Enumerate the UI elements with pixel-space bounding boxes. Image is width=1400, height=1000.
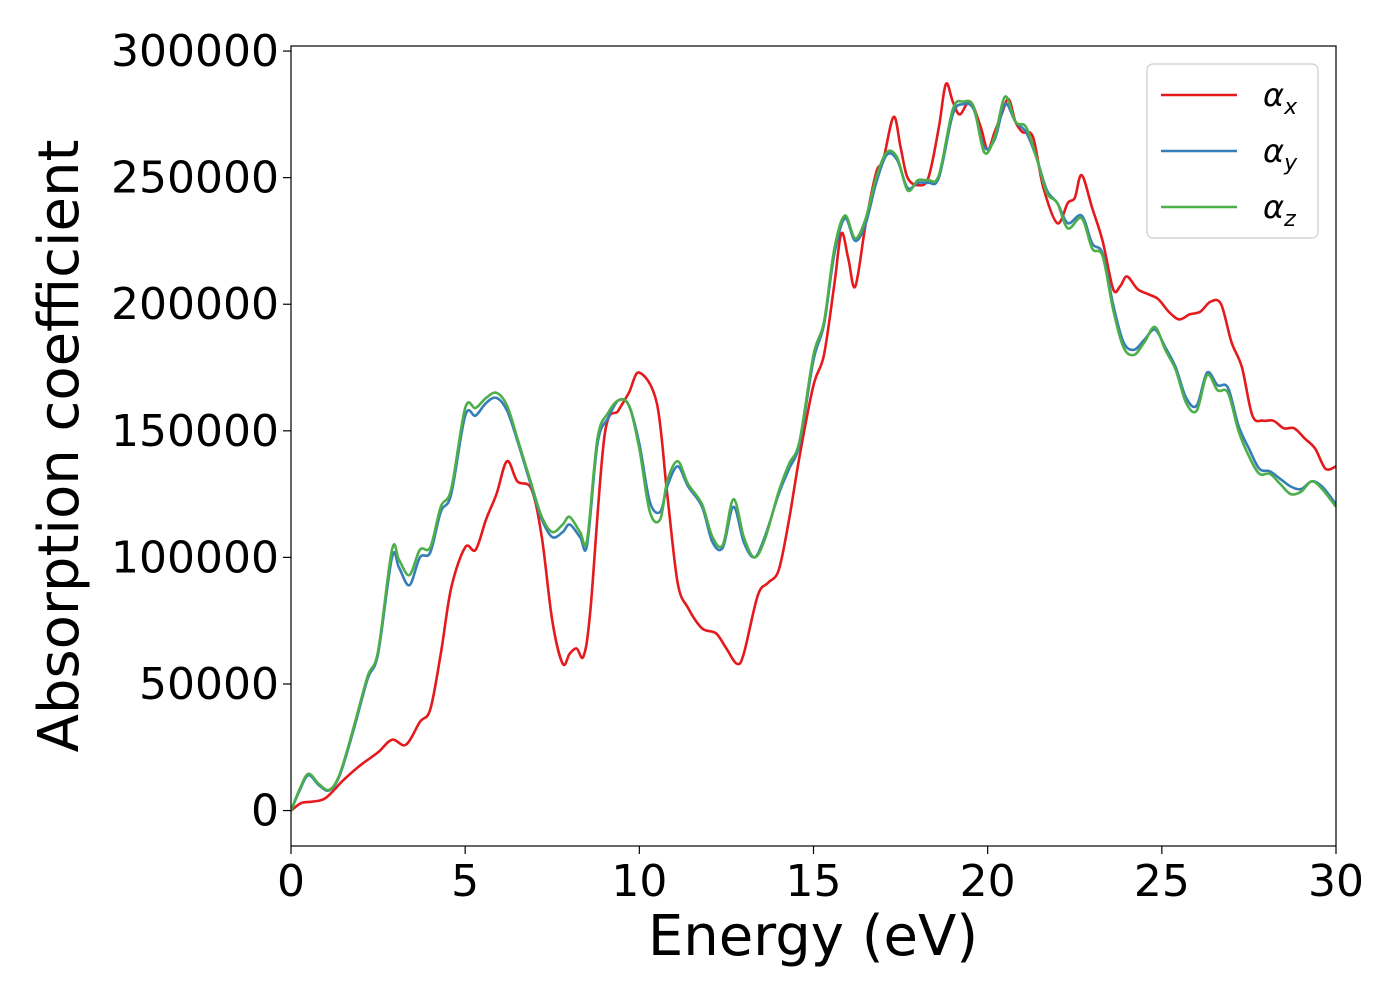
x-tick-label: 10 bbox=[611, 856, 667, 907]
series-line-z bbox=[291, 95, 1336, 812]
x-tick-label: 20 bbox=[960, 856, 1016, 907]
y-tick-label: 250000 bbox=[111, 153, 279, 204]
x-tick-label: 0 bbox=[277, 856, 305, 907]
x-tick-label: 25 bbox=[1134, 856, 1190, 907]
x-axis-label: Energy (eV) bbox=[648, 904, 978, 969]
y-tick-label: 0 bbox=[251, 786, 279, 837]
x-tick-label: 5 bbox=[451, 856, 479, 907]
x-axis: 0 5 10 15 20 25 30 bbox=[277, 846, 1364, 907]
x-tick-label: 30 bbox=[1308, 856, 1364, 907]
series-line-x bbox=[291, 82, 1336, 812]
x-tick-label: 15 bbox=[786, 856, 842, 907]
y-tick-label: 50000 bbox=[139, 659, 279, 710]
y-tick-label: 100000 bbox=[111, 532, 279, 583]
y-tick-label: 300000 bbox=[111, 26, 279, 77]
series-layer bbox=[291, 82, 1336, 812]
y-tick-label: 200000 bbox=[111, 279, 279, 330]
y-tick-label: 150000 bbox=[111, 406, 279, 457]
y-axis-label: Absorption coefficient bbox=[27, 140, 92, 753]
legend-label-z: αz bbox=[1263, 188, 1296, 232]
y-axis: 0 50000 100000 150000 200000 250000 300000 bbox=[111, 26, 291, 837]
